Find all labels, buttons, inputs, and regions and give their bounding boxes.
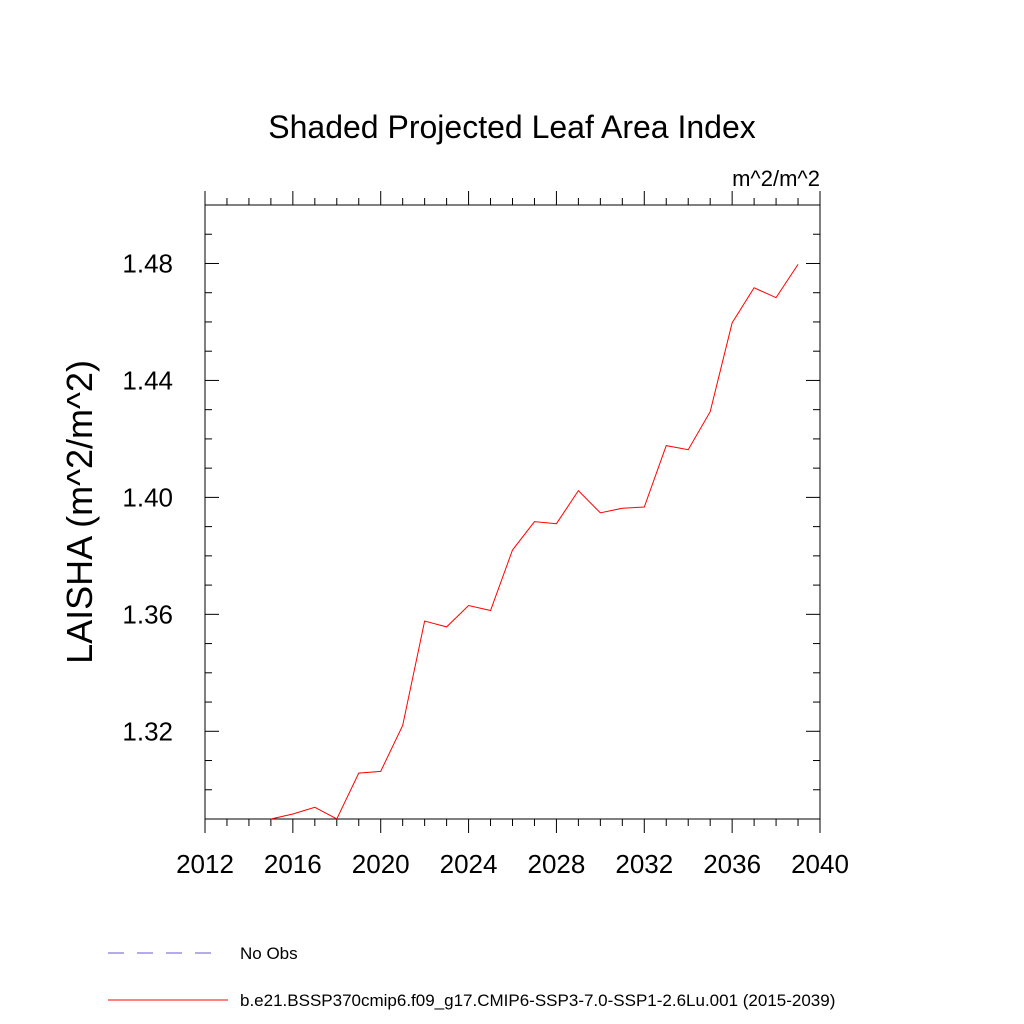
x-tick-label: 2020 (352, 849, 410, 879)
x-tick-label: 2028 (528, 849, 586, 879)
x-tick-label: 2016 (264, 849, 322, 879)
legend: No Obs b.e21.BSSP370cmip6.f09_g17.CMIP6-… (108, 944, 835, 1010)
plot-frame (204, 204, 821, 820)
x-tick-label: 2012 (176, 849, 234, 879)
series-line-0 (270, 264, 799, 820)
x-tick-label: 2024 (440, 849, 498, 879)
y-tick-label: 1.36 (122, 599, 173, 629)
units-label: m^2/m^2 (732, 166, 820, 191)
y-axis-label: LAISHA (m^2/m^2) (59, 360, 100, 664)
legend-label-no-obs: No Obs (240, 944, 298, 963)
chart-title: Shaded Projected Leaf Area Index (268, 109, 755, 145)
x-tick-label: 2036 (703, 849, 761, 879)
y-tick-label: 1.48 (122, 248, 173, 278)
x-tick-label: 2040 (791, 849, 849, 879)
axis-ticks (204, 191, 821, 833)
y-tick-labels: 1.32 1.36 1.40 1.44 1.48 (122, 248, 173, 746)
series-layer (270, 264, 799, 820)
y-tick-label: 1.44 (122, 365, 173, 395)
y-tick-label: 1.32 (122, 716, 173, 746)
x-tick-label: 2032 (615, 849, 673, 879)
legend-label-run: b.e21.BSSP370cmip6.f09_g17.CMIP6-SSP3-7.… (240, 991, 835, 1010)
y-tick-label: 1.40 (122, 482, 173, 512)
x-tick-labels: 2012 2016 2020 2024 2028 2032 2036 2040 (176, 849, 849, 879)
